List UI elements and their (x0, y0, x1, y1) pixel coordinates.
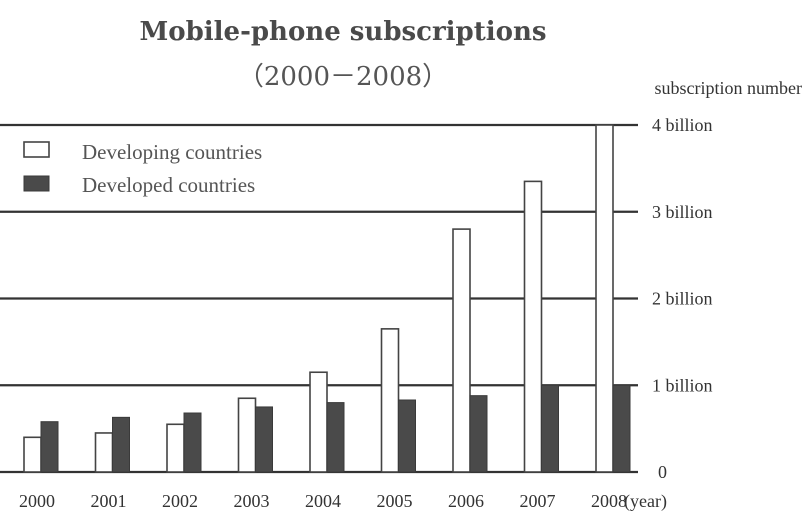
bar-developing-2007 (523, 180, 543, 473)
y-tick-label: 2 billion (652, 289, 713, 309)
bar-developing-2003 (237, 397, 257, 473)
bar-developed-2005 (398, 399, 416, 473)
x-tick-labels: 2000 2001 2002 2003 2004 2005 2006 2007 2008 (19, 491, 627, 511)
chart-title: Mobile-phone subscriptions (139, 17, 546, 47)
x-tick-label: 2004 (305, 491, 341, 511)
y-tick-label: 1 billion (652, 375, 713, 395)
bar-developing-2004 (309, 371, 328, 473)
y-tick-labels: 0 1 billion 2 billion 3 billion 4 billion (652, 115, 713, 482)
bar-developed-2004 (326, 402, 345, 473)
bars (23, 124, 631, 473)
bar-developed-2006 (469, 395, 488, 473)
bar-developed-2000 (40, 421, 59, 473)
bar-developing-2006 (452, 228, 471, 473)
bar-developing-2008 (595, 124, 614, 473)
x-tick-label: 2008 (591, 491, 627, 511)
bar-developing-2001 (94, 432, 114, 473)
x-tick-label: 2002 (162, 491, 198, 511)
y-tick-label: 3 billion (652, 202, 713, 222)
bar-developed-2007 (541, 384, 559, 473)
x-tick-label: 2000 (19, 491, 55, 511)
chart-subtitle: （2000－2008） (238, 62, 448, 92)
y-axis-label: subscription number (655, 78, 802, 98)
x-tick-label: 2001 (91, 491, 127, 511)
bar-developing-2005 (380, 328, 400, 473)
x-axis-unit-label: (year) (624, 491, 667, 512)
bar-developed-2008 (612, 384, 631, 473)
legend-label-developing: Developing countries (82, 140, 262, 164)
y-tick-label: 0 (658, 462, 667, 482)
bar-developed-2001 (112, 416, 130, 473)
x-tick-label: 2006 (448, 491, 484, 511)
legend: Developing countries Developed countries (23, 140, 262, 197)
bar-developing-2000 (23, 436, 42, 473)
x-tick-label: 2005 (377, 491, 413, 511)
legend-swatch-developed (23, 175, 50, 192)
bar-developed-2002 (183, 412, 202, 473)
legend-label-developed: Developed countries (82, 173, 255, 197)
x-tick-label: 2007 (520, 491, 556, 511)
bar-developed-2003 (255, 406, 273, 473)
y-tick-label: 4 billion (652, 115, 713, 135)
x-tick-label: 2003 (234, 491, 270, 511)
bar-developing-2002 (166, 423, 185, 473)
legend-swatch-developing (23, 141, 50, 158)
